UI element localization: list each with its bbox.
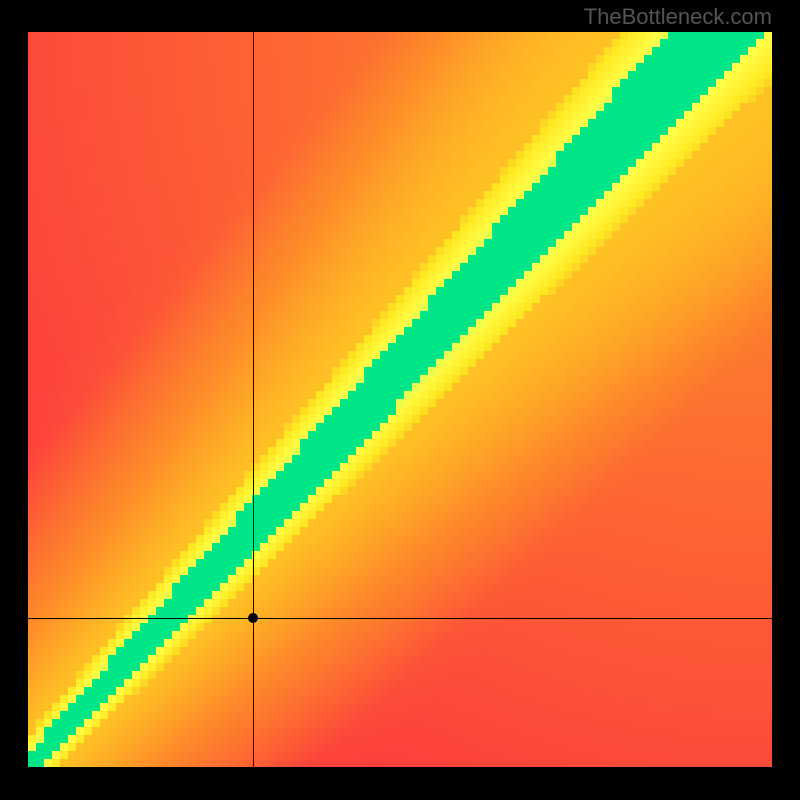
watermark-text: TheBottleneck.com: [584, 4, 772, 30]
crosshair-marker: [248, 613, 258, 623]
crosshair-horizontal: [28, 618, 772, 619]
heatmap-canvas: [28, 32, 772, 767]
crosshair-vertical: [253, 32, 254, 767]
heatmap-plot: [28, 32, 772, 767]
